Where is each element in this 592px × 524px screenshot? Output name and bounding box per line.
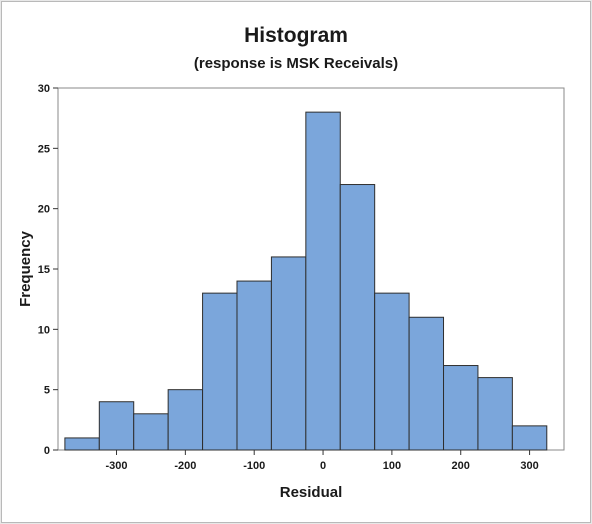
x-tick-label: 100 bbox=[383, 460, 401, 472]
histogram-bar bbox=[478, 378, 512, 450]
chart-subtitle: (response is MSK Receivals) bbox=[194, 55, 398, 72]
y-tick-label: 5 bbox=[44, 385, 50, 397]
histogram-bar bbox=[444, 366, 478, 450]
x-tick-label: 200 bbox=[452, 460, 470, 472]
histogram-bar bbox=[306, 112, 340, 450]
histogram-bar bbox=[271, 257, 305, 450]
y-tick-label: 10 bbox=[38, 324, 50, 336]
y-tick-label: 20 bbox=[38, 204, 50, 216]
histogram-bar bbox=[168, 390, 202, 450]
x-axis-label: Residual bbox=[280, 484, 343, 501]
y-tick-label: 0 bbox=[44, 445, 50, 457]
histogram-bar bbox=[134, 414, 168, 450]
histogram-bar bbox=[237, 281, 271, 450]
x-tick-label: 0 bbox=[320, 460, 326, 472]
histogram-bar bbox=[340, 185, 374, 450]
histogram-bar bbox=[512, 426, 546, 450]
x-tick-label: -200 bbox=[174, 460, 196, 472]
x-tick-label: -100 bbox=[243, 460, 265, 472]
x-tick-label: -300 bbox=[106, 460, 128, 472]
histogram-bar bbox=[409, 317, 443, 450]
y-axis-label: Frequency bbox=[17, 230, 34, 307]
y-axis-ticks: 0 5 10 15 20 25 30 bbox=[38, 83, 58, 457]
histogram-bar bbox=[375, 293, 409, 450]
histogram-bar bbox=[203, 293, 237, 450]
x-tick-label: 300 bbox=[520, 460, 538, 472]
y-tick-label: 15 bbox=[38, 264, 50, 276]
x-axis-ticks: -300 -200 -100 0 100 200 300 bbox=[106, 450, 539, 472]
histogram-bar bbox=[65, 438, 99, 450]
y-tick-label: 25 bbox=[38, 143, 50, 155]
y-tick-label: 30 bbox=[38, 83, 50, 95]
histogram-bar bbox=[99, 402, 133, 450]
chart-title: Histogram bbox=[244, 24, 348, 47]
